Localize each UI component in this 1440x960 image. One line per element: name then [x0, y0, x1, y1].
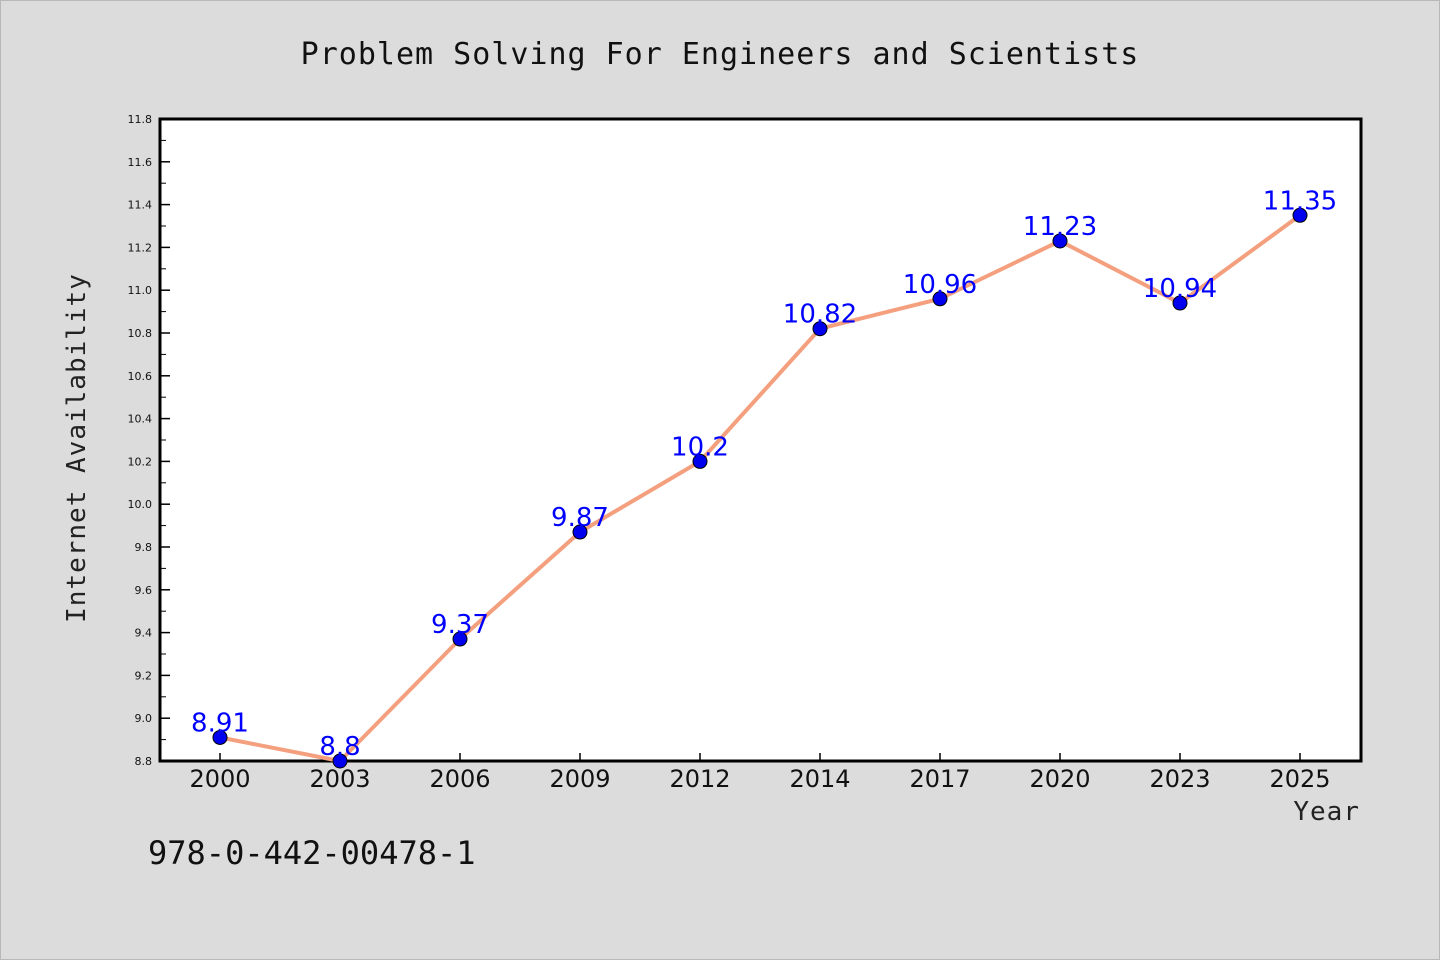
y-tick-label: 9.8 [135, 541, 153, 554]
data-label: 10.2 [671, 432, 729, 462]
y-axis-label: Internet Availability [62, 273, 92, 623]
y-tick-label: 8.8 [135, 755, 153, 768]
data-point [812, 321, 828, 337]
y-tick-label: 11.4 [128, 199, 153, 212]
data-point [452, 631, 468, 647]
y-tick-label: 10.4 [128, 413, 153, 426]
footer-isbn: 978-0-442-00478-1 [148, 834, 476, 872]
data-label: 10.96 [903, 270, 977, 300]
y-axis: 8.8 9.0 9.2 9.4 9.6 9.8 10.0 10.2 10.4 10.6 10.8 11… [128, 113, 170, 768]
data-point [1052, 233, 1068, 249]
x-tick-label: 2020 [1029, 765, 1090, 793]
x-tick-label: 2003 [309, 765, 370, 793]
data-point [572, 524, 588, 540]
x-axis-label: Year [1293, 797, 1360, 827]
data-label: 8.8 [319, 732, 360, 762]
y-tick-label: 11.6 [128, 156, 153, 169]
x-tick-label: 2014 [789, 765, 850, 793]
y-tick-label: 9.2 [135, 669, 153, 682]
series-line [219, 213, 1302, 763]
data-label: 11.35 [1263, 186, 1337, 216]
data-label: 9.87 [551, 503, 609, 533]
data-label: 8.91 [191, 708, 249, 738]
data-point [332, 753, 348, 769]
y-tick-label: 9.4 [135, 627, 153, 640]
x-tick-label: 2012 [669, 765, 730, 793]
y-tick-label: 11.8 [128, 113, 153, 126]
series-layer: 8.91 8.8 9.37 9.87 10.2 10.82 10.96 11.23 10.94 1… [191, 186, 1337, 769]
data-point [1172, 295, 1188, 311]
x-axis: 2000 2003 2006 2009 2012 2014 2017 2020 2023 2025 [189, 753, 1331, 793]
x-tick-label: 2017 [909, 765, 970, 793]
plot-area [158, 117, 1363, 763]
x-tick-label: 2009 [549, 765, 610, 793]
y-tick-label: 9.0 [135, 712, 153, 725]
y-tick-label: 10.8 [128, 327, 153, 340]
data-point [1292, 207, 1308, 223]
y-tick-label: 11.2 [128, 241, 153, 254]
y-tick-label: 11.0 [128, 284, 153, 297]
data-point [212, 729, 228, 745]
x-tick-label: 2000 [189, 765, 250, 793]
y-tick-label: 10.0 [128, 498, 153, 511]
x-tick-label: 2006 [429, 765, 490, 793]
data-label: 9.37 [431, 610, 489, 640]
data-label: 10.82 [783, 300, 857, 330]
x-tick-label: 2023 [1149, 765, 1210, 793]
y-tick-label: 9.6 [135, 584, 153, 597]
data-label: 10.94 [1143, 274, 1217, 304]
x-tick-label: 2025 [1269, 765, 1330, 793]
y-tick-label: 10.6 [128, 370, 153, 383]
y-tick-label: 10.2 [128, 455, 153, 468]
chart-title: Problem Solving For Engineers and Scient… [301, 37, 1140, 72]
data-point [932, 291, 948, 307]
data-label: 11.23 [1023, 212, 1097, 242]
data-point [692, 453, 708, 469]
